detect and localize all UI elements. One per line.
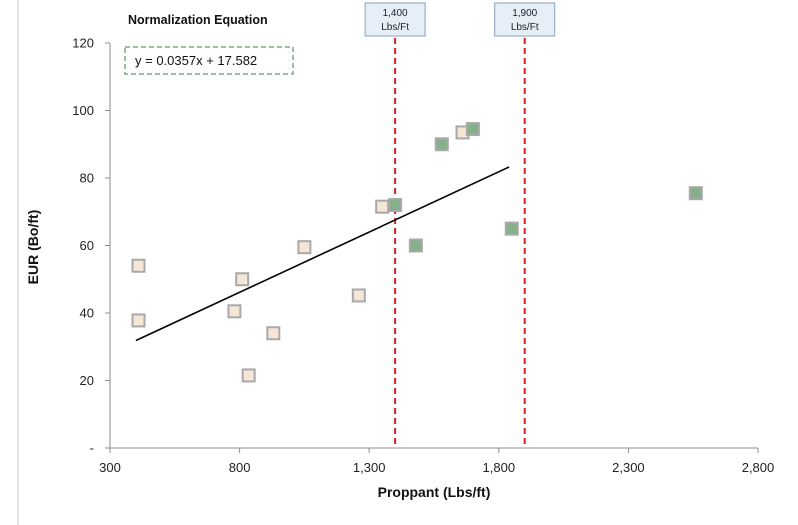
data-point-light	[131, 313, 146, 328]
y-tick-label: 60	[80, 238, 94, 253]
data-point-light	[351, 288, 366, 303]
data-point-green	[465, 122, 480, 137]
data-point-light	[241, 368, 256, 383]
data-point-green	[434, 137, 449, 152]
reference-label-value: 1,900	[512, 8, 537, 19]
reference-label-unit: Lbs/Ft	[511, 22, 539, 33]
reference-label-box	[494, 2, 556, 37]
trendline-equation: y = 0.0357x + 17.582	[135, 53, 257, 68]
reference-label-box	[364, 2, 426, 37]
data-point-green	[388, 198, 403, 212]
data-point-light	[235, 272, 250, 287]
equation-box	[124, 46, 294, 75]
data-point-green	[688, 186, 703, 201]
y-tick-label: 100	[72, 103, 94, 118]
data-point-light	[297, 240, 312, 255]
data-point-green	[408, 238, 423, 253]
y-tick-label: 80	[80, 171, 94, 186]
trendline	[135, 166, 510, 342]
x-tick-label: 2,800	[742, 460, 775, 475]
x-tick-label: 800	[229, 460, 251, 475]
data-point-light	[266, 326, 281, 341]
x-tick-label: 300	[99, 460, 121, 475]
x-tick-label: 2,300	[612, 460, 645, 475]
x-tick-label: 1,800	[483, 460, 516, 475]
data-point-light	[375, 199, 390, 214]
x-tick-label: 1,300	[353, 460, 386, 475]
y-axis-title: EUR (Bo/ft)	[25, 210, 41, 285]
data-point-light	[131, 258, 146, 273]
y-tick-label: -	[90, 441, 94, 456]
y-tick-label: 40	[80, 306, 94, 321]
data-point-green	[504, 221, 519, 236]
y-tick-label: 120	[72, 36, 94, 51]
plot-area: - 20 40 60 80 100 120 300 800 1,300 1,800 2,300 2,80…	[72, 2, 775, 475]
data-point-light	[227, 304, 242, 319]
reference-label-unit: Lbs/Ft	[381, 22, 409, 33]
x-axis-title: Proppant (Lbs/ft)	[378, 484, 491, 500]
y-tick-label: 20	[80, 373, 94, 388]
reference-label-value: 1,400	[383, 8, 408, 19]
chart-title: Normalization Equation	[128, 13, 268, 27]
